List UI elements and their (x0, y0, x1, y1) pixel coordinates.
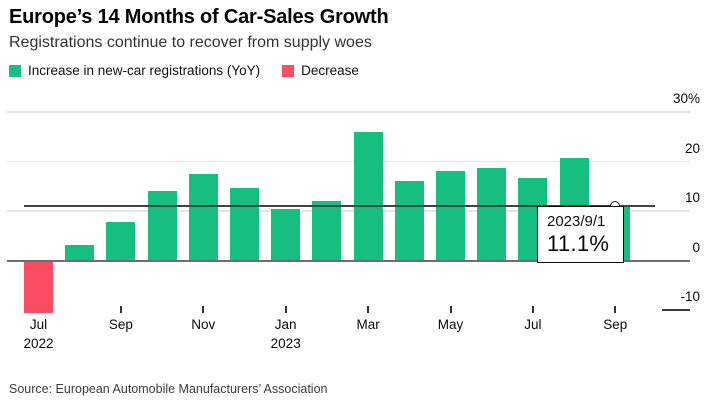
x-axis-label: Nov (191, 317, 216, 332)
x-tick (202, 306, 205, 313)
legend-label: Decrease (301, 63, 359, 78)
legend: Increase in new-car registrations (YoY) D… (9, 63, 359, 78)
red-square-icon (282, 64, 295, 77)
source-note: Source: European Automobile Manufacturer… (9, 382, 328, 396)
y-gridline (7, 210, 690, 212)
y-axis-label: 20 (684, 140, 700, 156)
bar-feb-2023[interactable] (312, 200, 342, 261)
x-tick (284, 306, 287, 313)
y-axis-label: 0 (692, 239, 700, 255)
legend-item: Increase in new-car registrations (YoY) (9, 63, 260, 78)
bar-jun-2023[interactable] (477, 167, 507, 261)
tooltip-date: 2023/9/1 (547, 213, 606, 230)
y-gridline (7, 111, 690, 113)
bar-aug-2022[interactable] (65, 244, 95, 261)
bar-sep-2022[interactable] (106, 221, 136, 261)
bar-may-2023[interactable] (436, 170, 465, 261)
bar-apr-2023[interactable] (394, 181, 424, 261)
zero-axis-line (7, 259, 690, 262)
x-axis-label: Sep (108, 317, 133, 332)
reference-line (24, 204, 655, 207)
x-tick (614, 306, 617, 313)
x-tick (367, 306, 370, 313)
bar-jul-2022[interactable] (24, 260, 53, 314)
x-axis-label: Jul (524, 317, 542, 332)
green-square-icon (9, 64, 21, 77)
bar-jan-2023[interactable] (271, 208, 301, 261)
y-gridline (7, 160, 690, 162)
chart-subtitle: Registrations continue to recover from s… (9, 34, 372, 51)
x-tick (119, 306, 122, 313)
x-tick (449, 306, 452, 313)
x-axis-label: Jul (29, 317, 48, 332)
y-axis-label: 10 (684, 190, 700, 205)
bar-nov-2022[interactable] (188, 174, 218, 261)
x-axis-label: Jan (274, 317, 297, 332)
bar-oct-2022[interactable] (147, 191, 177, 261)
x-axis-label: Mar (356, 317, 380, 332)
x-axis-label: Sep (603, 317, 628, 332)
bar-dec-2022[interactable] (230, 187, 259, 261)
legend-label: Increase in new-car registrations (YoY) (28, 63, 261, 78)
y-axis-label: -10 (680, 289, 700, 304)
x-tick (531, 306, 534, 313)
chart-title: Europe’s 14 Months of Car-Sales Growth (9, 6, 389, 28)
tooltip: 2023/9/1 11.1% (537, 206, 624, 263)
legend-item: Decrease (282, 63, 359, 78)
bar-mar-2023[interactable] (353, 131, 383, 261)
x-axis-year-label: 2022 (23, 336, 54, 351)
tooltip-value: 11.1% (547, 231, 610, 256)
x-axis-year-label: 2023 (270, 336, 301, 351)
y-axis-label: 30% (672, 91, 700, 106)
y-gridline-stub (662, 309, 690, 311)
x-axis-label: May (437, 317, 464, 332)
